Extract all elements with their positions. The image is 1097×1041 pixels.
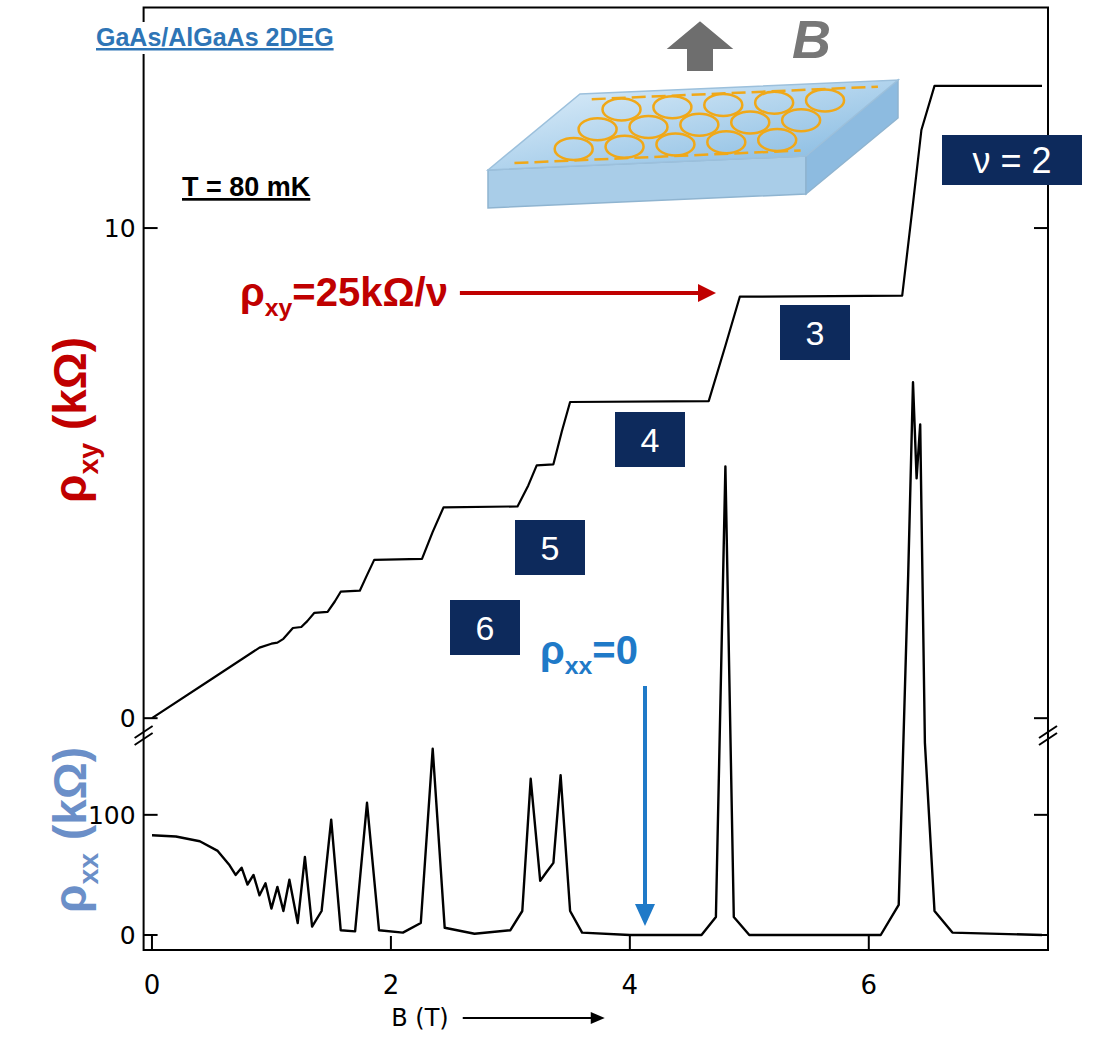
annotation: ρxy=25kΩ/ν xyxy=(240,270,448,321)
axis-break xyxy=(135,733,153,745)
x-tick-label: 4 xyxy=(622,970,639,1000)
orbit xyxy=(782,109,820,131)
filling-factor-label: ν = 2 xyxy=(972,140,1051,181)
orbit xyxy=(555,138,593,160)
x-tick xyxy=(868,936,870,950)
data-group xyxy=(152,86,1042,935)
orbit xyxy=(656,133,694,155)
orbit xyxy=(579,118,617,140)
slab-top xyxy=(488,80,898,170)
y-tick xyxy=(1034,814,1048,816)
edge-state xyxy=(514,150,800,163)
y-tick-label: 0 xyxy=(120,704,136,733)
rho-xy-line xyxy=(152,86,1042,718)
annotation: GaAs/AlGaAs 2DEG xyxy=(96,23,334,51)
x-tick-label: 2 xyxy=(383,970,400,1000)
orbit xyxy=(603,98,641,120)
label-patch xyxy=(93,22,337,54)
x-axis-title: B (T) xyxy=(391,1004,448,1032)
axis-break xyxy=(1039,733,1057,745)
y-tick xyxy=(1034,227,1048,229)
inset-illustration xyxy=(488,20,898,208)
orbit xyxy=(707,131,745,153)
x-axis-arrow xyxy=(463,1017,593,1019)
orbit xyxy=(653,96,691,118)
edge-state xyxy=(592,87,878,100)
filling-factor-label: 5 xyxy=(541,529,560,567)
y-tick xyxy=(144,814,158,816)
annotation-arrow xyxy=(460,291,702,295)
annotation: T = 80 mK xyxy=(182,172,311,202)
filling-factor-box xyxy=(515,520,585,575)
y-axis-title: ρxy (kΩ) xyxy=(44,337,104,503)
y-tick-label: 0 xyxy=(120,921,136,950)
orbit xyxy=(704,94,742,116)
y-tick xyxy=(144,934,158,936)
annotation-arrowhead xyxy=(635,904,655,926)
x-tick xyxy=(151,936,153,950)
field-arrow xyxy=(664,20,736,72)
filling-factor-label: 3 xyxy=(806,314,825,352)
rho-xx-line xyxy=(152,382,1042,935)
orbit xyxy=(806,89,844,111)
orbit xyxy=(629,116,667,138)
filling-factor-box xyxy=(615,412,685,467)
filling-factor-box xyxy=(780,305,850,360)
orbit xyxy=(758,129,796,151)
filling-factor-label: 6 xyxy=(476,609,495,647)
x-tick xyxy=(390,936,392,950)
filling-factor-box xyxy=(942,135,1082,185)
axis-break xyxy=(135,726,153,738)
axis-break xyxy=(1039,726,1057,738)
plot-frame xyxy=(144,8,1048,951)
y-tick-label: 10 xyxy=(104,214,136,243)
annotation-arrowhead xyxy=(698,284,716,302)
annotation: ρxx=0 xyxy=(540,628,638,679)
y-tick xyxy=(144,227,158,229)
filling-factor-box xyxy=(450,600,520,655)
y-tick xyxy=(144,717,158,719)
background xyxy=(0,0,1097,1041)
orbit xyxy=(606,136,644,158)
y2-axis-title: ρxx (kΩ) xyxy=(44,747,104,913)
filling-factor-label: 4 xyxy=(641,421,660,459)
chart: 02460100100ρxy (kΩ)ρxx (kΩ)B (T)GaAs/AlG… xyxy=(0,0,1097,1041)
x-tick-label: 6 xyxy=(861,970,878,1000)
x-tick xyxy=(629,936,631,950)
orbit xyxy=(755,92,793,114)
annotation-arrow xyxy=(643,686,647,906)
orbit xyxy=(731,111,769,133)
x-tick-label: 0 xyxy=(144,970,161,1000)
y-tick xyxy=(1034,717,1048,719)
x-axis-arrowhead xyxy=(591,1012,605,1024)
annotation: B xyxy=(792,9,831,69)
orbit xyxy=(680,114,718,136)
